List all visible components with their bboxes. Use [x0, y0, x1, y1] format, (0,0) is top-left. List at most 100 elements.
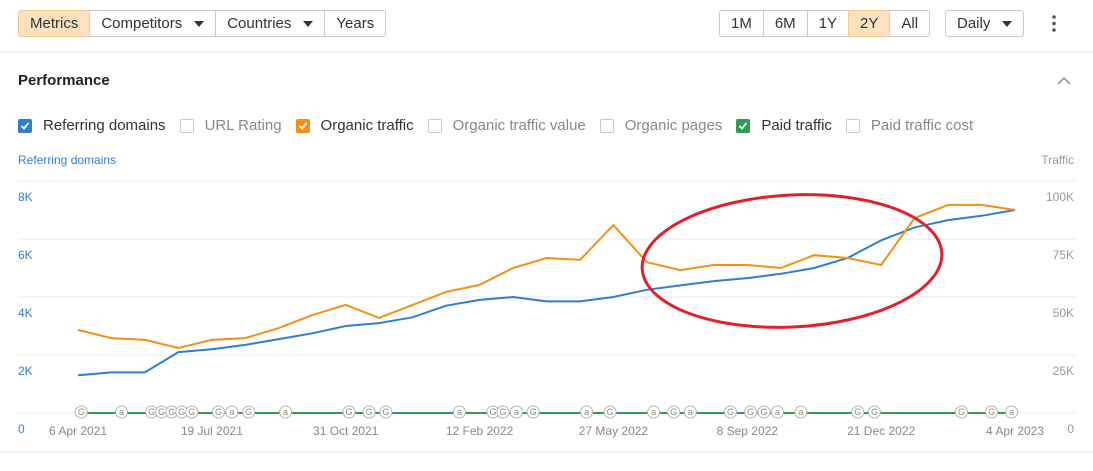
event-marker[interactable]: G	[985, 405, 999, 419]
event-marker-label: G	[727, 407, 734, 417]
event-marker-label: G	[178, 407, 185, 417]
y2-tick-label: 25K	[1053, 364, 1074, 378]
metric-toggle[interactable]: Organic traffic	[295, 117, 414, 134]
tab[interactable]: Metrics	[18, 10, 91, 37]
event-marker[interactable]: a	[647, 405, 661, 419]
event-marker-label: a	[688, 407, 693, 417]
y-tick-label: 0	[18, 422, 25, 436]
event-marker[interactable]: G	[603, 405, 617, 419]
event-marker-label: G	[670, 407, 677, 417]
metric-toggle[interactable]: Organic traffic value	[427, 117, 586, 134]
event-marker[interactable]: G	[185, 405, 199, 419]
range-label: 2Y	[860, 15, 879, 32]
event-marker[interactable]: a	[580, 405, 594, 419]
event-marker[interactable]: G	[74, 405, 88, 419]
event-marker-circle	[185, 405, 199, 419]
event-marker[interactable]: G	[744, 405, 758, 419]
event-marker-label: G	[78, 407, 85, 417]
tab-group: Metrics Competitors Countries Years	[18, 10, 387, 37]
event-marker[interactable]: a	[452, 405, 466, 419]
event-marker-circle	[342, 405, 356, 419]
series-line	[77, 209, 1016, 377]
event-marker-circle	[603, 405, 617, 419]
event-marker-label: a	[119, 407, 124, 417]
event-marker[interactable]: a	[509, 405, 523, 419]
event-marker[interactable]: G	[526, 405, 540, 419]
event-marker[interactable]: a	[1005, 405, 1019, 419]
event-marker[interactable]: G	[954, 405, 968, 419]
event-marker[interactable]: G	[342, 405, 356, 419]
tab-label: Years	[336, 15, 375, 32]
metric-toggle[interactable]: Paid traffic cost	[845, 117, 973, 134]
event-marker[interactable]: G	[757, 405, 771, 419]
checkbox	[427, 118, 442, 133]
event-marker[interactable]: G	[362, 405, 376, 419]
event-marker-label: a	[457, 407, 462, 417]
metric-toggle[interactable]: Organic pages	[599, 117, 723, 134]
event-marker-circle	[757, 405, 771, 419]
range-label: All	[901, 15, 919, 32]
collapse-icon[interactable]	[1057, 76, 1071, 85]
event-marker-circle	[744, 405, 758, 419]
metric-label: Organic pages	[624, 117, 723, 134]
event-marker[interactable]: G	[212, 405, 226, 419]
range-button[interactable]: 2Y	[848, 10, 891, 37]
metric-toggle[interactable]: URL Rating	[179, 117, 282, 134]
metric-label: Organic traffic	[320, 117, 414, 134]
tab[interactable]: Years	[324, 10, 387, 37]
event-marker-circle	[212, 405, 226, 419]
event-marker-label: G	[148, 407, 155, 417]
metric-toggle[interactable]: Referring domains	[18, 117, 166, 134]
section-title: Performance	[18, 72, 110, 89]
event-marker-label: G	[854, 407, 861, 417]
event-marker-label: G	[499, 407, 506, 417]
event-marker-label: a	[775, 407, 780, 417]
event-marker-circle	[683, 405, 697, 419]
event-marker-label: G	[761, 407, 768, 417]
event-marker-label: a	[283, 407, 288, 417]
event-marker[interactable]: a	[683, 405, 697, 419]
event-marker-label: G	[168, 407, 175, 417]
event-marker[interactable]: G	[667, 405, 681, 419]
event-marker-label: G	[871, 407, 878, 417]
tab-label: Competitors	[101, 15, 183, 32]
metric-label: Paid traffic	[761, 117, 832, 134]
event-marker-circle	[1005, 405, 1019, 419]
tab-label: Countries	[227, 15, 292, 32]
event-marker[interactable]: a	[770, 405, 784, 419]
more-menu[interactable]	[1052, 15, 1056, 32]
range-button[interactable]: 1M	[719, 10, 764, 37]
range-button[interactable]: 6M	[762, 10, 808, 37]
event-marker-circle	[985, 405, 999, 419]
checkbox	[845, 118, 860, 133]
event-marker[interactable]: G	[851, 405, 865, 419]
event-marker-label: G	[988, 407, 995, 417]
tab[interactable]: Competitors	[89, 10, 217, 37]
event-marker-circle	[667, 405, 681, 419]
metric-label: Referring domains	[43, 117, 166, 134]
range-button[interactable]: All	[889, 10, 931, 37]
event-marker[interactable]: G	[724, 405, 738, 419]
y-tick-label: 8K	[18, 190, 33, 204]
event-marker[interactable]: G	[379, 405, 393, 419]
event-marker-label: a	[1009, 407, 1014, 417]
interval-dropdown[interactable]: Daily	[945, 10, 1024, 37]
event-marker-circle	[496, 405, 510, 419]
event-marker-label: G	[188, 407, 195, 417]
checkbox	[179, 118, 194, 133]
x-tick-label: 4 Apr 2023	[986, 424, 1044, 438]
metric-toggle[interactable]: Paid traffic	[736, 117, 832, 134]
event-marker[interactable]: G	[496, 405, 510, 419]
event-marker[interactable]: a	[225, 405, 239, 419]
event-marker[interactable]: G	[242, 405, 256, 419]
event-marker-label: G	[346, 407, 353, 417]
event-marker[interactable]: a	[115, 405, 129, 419]
tab[interactable]: Countries	[215, 10, 326, 37]
range-button[interactable]: 1Y	[806, 10, 850, 37]
event-marker[interactable]: a	[794, 405, 808, 419]
tab-label: Metrics	[30, 15, 79, 32]
event-marker[interactable]: a	[278, 405, 292, 419]
event-marker[interactable]: G	[867, 405, 881, 419]
event-marker-label: a	[584, 407, 589, 417]
